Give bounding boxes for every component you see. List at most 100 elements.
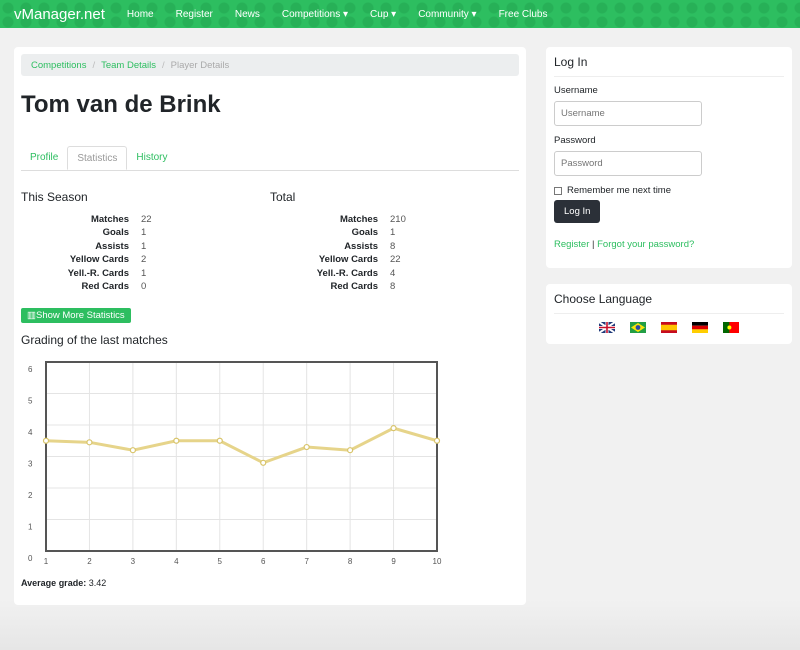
x-tick-label: 5 (218, 557, 223, 566)
stat-label: Yellow Cards (69, 254, 129, 266)
stat-row: Yellow Cards 22 (270, 254, 519, 267)
brazil-flag-icon[interactable] (630, 322, 646, 333)
stat-row: Red Cards 8 (270, 281, 519, 294)
show-more-statistics-button[interactable]: ▥Show More Statistics (21, 308, 131, 324)
main-panel: Competitions / Team Details / Player Detai… (14, 47, 526, 605)
stat-label: Yellow Cards (318, 254, 378, 266)
navbar: vManager.net Home Register News Competit… (0, 0, 800, 28)
stat-value: 1 (141, 227, 147, 239)
register-link[interactable]: Register (554, 239, 590, 250)
uk-flag-icon[interactable] (599, 322, 615, 333)
average-grade: Average grade: 3.42 (21, 578, 107, 588)
x-tick-label: 3 (131, 557, 136, 566)
stat-value: 1 (390, 227, 396, 239)
grade-point (129, 447, 136, 454)
season-title: This Season (21, 190, 88, 204)
nav-register[interactable]: Register (175, 8, 213, 20)
stat-value: 1 (141, 267, 147, 279)
login-panel: Log In Username Password Remember me nex… (546, 47, 792, 268)
stat-row: Matches 210 (270, 214, 519, 227)
grade-point (390, 425, 397, 432)
nav-cup[interactable]: Cup ▾ (370, 8, 397, 20)
tab-statistics[interactable]: Statistics (67, 146, 128, 170)
nav-home[interactable]: Home (126, 8, 154, 20)
breadcrumb-competitions[interactable]: Competitions (31, 59, 87, 71)
username-input[interactable] (554, 101, 702, 126)
y-tick-label: 3 (28, 460, 33, 469)
tab-profile[interactable]: Profile (30, 152, 59, 163)
grade-point (216, 437, 223, 444)
footer-background (0, 600, 800, 650)
stat-row: Goals 1 (270, 227, 519, 240)
x-tick-label: 7 (304, 557, 309, 566)
forgot-password-link[interactable]: Forgot your password? (597, 239, 695, 250)
y-tick-label: 1 (28, 523, 33, 532)
chart-icon: ▥ (27, 310, 36, 322)
login-button[interactable]: Log In (554, 200, 601, 223)
stat-value: 8 (390, 240, 396, 252)
grade-point (86, 439, 93, 446)
tab-history[interactable]: History (136, 152, 168, 163)
password-label: Password (554, 135, 596, 146)
grade-point (347, 447, 354, 454)
total-title: Total (270, 190, 296, 204)
stat-row: Red Cards 0 (21, 281, 270, 294)
y-tick-label: 6 (28, 365, 33, 374)
y-tick-label: 4 (28, 428, 33, 437)
y-tick-label: 2 (28, 491, 33, 500)
stat-label: Matches (339, 214, 378, 225)
x-tick-label: 9 (391, 557, 396, 566)
login-title: Log In (554, 55, 784, 77)
stat-label: Goals (102, 227, 129, 239)
remember-checkbox[interactable]: Remember me next time (554, 185, 784, 196)
nav-news[interactable]: News (234, 8, 260, 20)
stat-label: Assists (344, 240, 378, 252)
x-tick-label: 6 (261, 557, 266, 566)
username-label: Username (554, 85, 598, 96)
portugal-flag-icon[interactable] (723, 322, 739, 333)
stat-label: Goals (351, 227, 378, 239)
stat-value: 2 (141, 254, 147, 266)
stat-label: Assists (95, 240, 129, 252)
language-panel: Choose Language (546, 284, 792, 344)
stat-value: 22 (390, 254, 401, 266)
password-input[interactable] (554, 151, 702, 176)
page-title: Tom van de Brink (21, 91, 221, 118)
x-tick-label: 8 (348, 557, 353, 566)
stat-value: 22 (141, 214, 152, 225)
stat-row: Yell.-R. Cards 4 (270, 268, 519, 281)
nav-competitions[interactable]: Competitions ▾ (281, 8, 349, 20)
nav-free-clubs[interactable]: Free Clubs (498, 8, 548, 20)
language-title: Choose Language (554, 292, 784, 314)
stat-label: Yell.-R. Cards (316, 267, 378, 279)
grade-line (45, 426, 438, 465)
breadcrumb-team-details[interactable]: Team Details (101, 59, 157, 71)
stat-label: Red Cards (330, 280, 378, 292)
stat-value: 1 (141, 240, 147, 252)
stat-label: Yell.-R. Cards (67, 267, 129, 279)
x-tick-label: 10 (433, 557, 442, 566)
spain-flag-icon[interactable] (661, 322, 677, 333)
grade-point (303, 443, 310, 451)
plot-frame (45, 361, 438, 552)
grade-point (260, 459, 267, 466)
stat-row: Assists 8 (270, 241, 519, 254)
y-tick-label: 0 (28, 554, 33, 563)
nav-community[interactable]: Community ▾ (418, 8, 477, 20)
germany-flag-icon[interactable] (692, 322, 708, 333)
grade-point (42, 437, 50, 444)
stat-value: 0 (141, 280, 147, 292)
season-stats: This Season Matches 22 Goals 1 Assists 1 Yello… (21, 190, 270, 294)
x-tick-label: 4 (174, 557, 179, 566)
breadcrumb: Competitions / Team Details / Player Detai… (21, 54, 519, 76)
stat-label: Matches (90, 214, 129, 225)
grading-chart: 0 1 2 3 4 5 6 1 2 3 4 5 6 7 8 9 10 (28, 361, 442, 566)
stat-row: Yell.-R. Cards 1 (21, 268, 270, 281)
stat-label: Red Cards (81, 280, 129, 292)
stat-value: 4 (390, 267, 396, 279)
grade-point (433, 437, 441, 444)
brand-logo[interactable]: vManager.net (14, 5, 105, 23)
y-tick-label: 5 (28, 397, 33, 406)
x-tick-label: 1 (44, 557, 49, 566)
grading-title: Grading of the last matches (21, 333, 168, 348)
